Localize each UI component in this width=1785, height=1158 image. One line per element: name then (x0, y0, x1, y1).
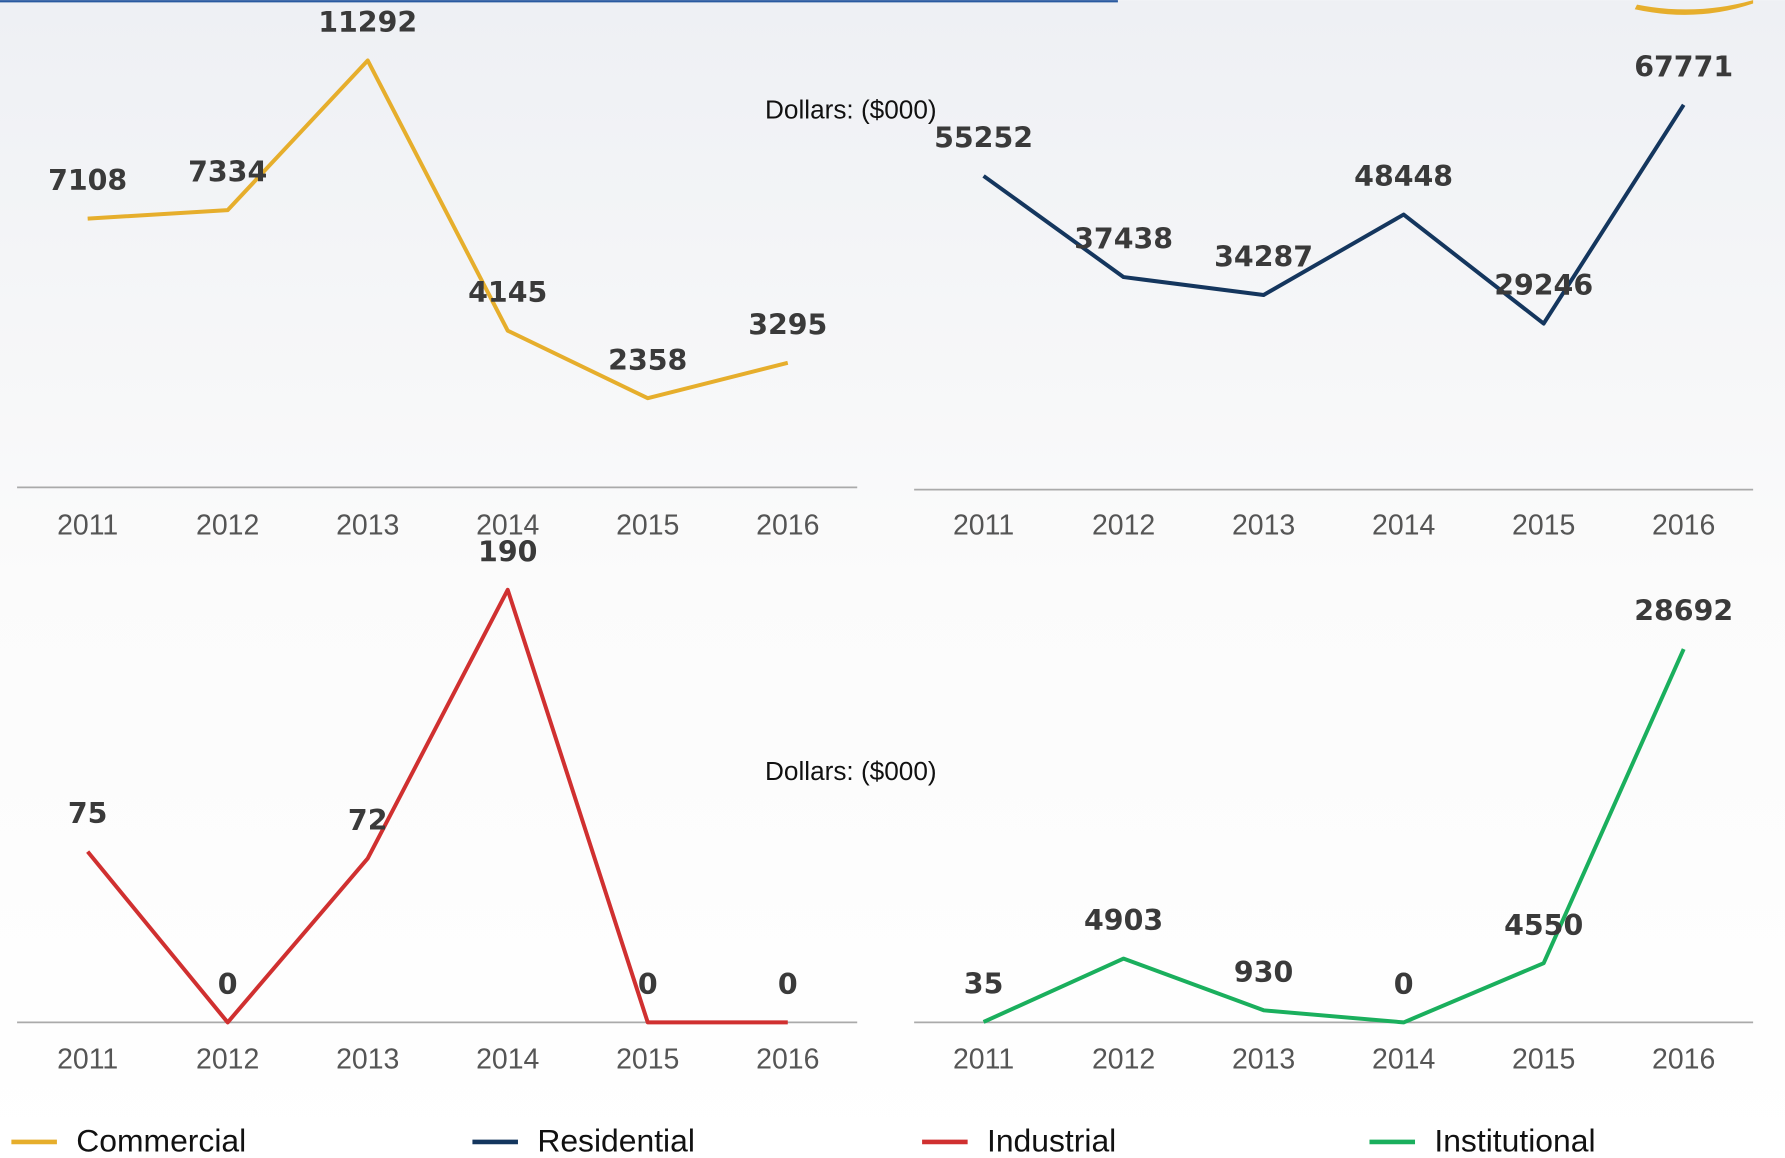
data-label: 0 (638, 968, 658, 1001)
data-label: 28692 (1634, 595, 1733, 628)
data-label: 34287 (1214, 241, 1313, 274)
data-label: 55252 (934, 122, 1033, 155)
x-tick-label: 2015 (616, 510, 679, 542)
data-label: 48448 (1354, 160, 1453, 193)
x-tick-label: 2013 (336, 510, 399, 542)
data-label: 4550 (1504, 909, 1583, 942)
data-label: 72 (348, 804, 388, 837)
x-tick-label: 2015 (1512, 1044, 1575, 1076)
data-label: 0 (218, 968, 238, 1001)
unit-label: Dollars: ($000) (765, 95, 937, 125)
data-label: 75 (68, 797, 108, 830)
unit-label: Dollars: ($000) (765, 756, 937, 786)
series-line (86, 587, 788, 1025)
x-tick-label: 2014 (1372, 1044, 1435, 1076)
x-tick-label: 2013 (1232, 510, 1295, 542)
x-tick-label: 2016 (756, 510, 819, 542)
data-label: 29246 (1494, 269, 1593, 302)
x-tick-label: 2013 (336, 1044, 399, 1076)
legend-label: Commercial (76, 1122, 246, 1158)
data-label: 7334 (188, 156, 267, 189)
legend-label: Institutional (1434, 1122, 1595, 1158)
data-label: 2358 (608, 344, 687, 377)
series-line (982, 648, 1686, 1025)
x-tick-label: 2014 (476, 1044, 539, 1076)
series-line (982, 103, 1686, 326)
logo-swoosh (1634, 0, 1754, 15)
x-tick-label: 2012 (1092, 1044, 1155, 1076)
data-label: 11292 (318, 6, 417, 39)
x-tick-label: 2013 (1232, 1044, 1295, 1076)
x-tick-label: 2012 (196, 510, 259, 542)
data-label: 7108 (48, 164, 127, 197)
data-label: 190 (478, 535, 537, 568)
x-tick-label: 2016 (756, 1044, 819, 1076)
x-tick-label: 2015 (1512, 510, 1575, 542)
x-tick-label: 2011 (953, 510, 1014, 542)
legend-label: Industrial (987, 1122, 1116, 1158)
series-line (87, 58, 789, 401)
data-label: 4903 (1084, 904, 1163, 937)
x-tick-label: 2011 (57, 1044, 118, 1076)
data-label: 0 (1394, 968, 1414, 1001)
x-tick-label: 2016 (1652, 1044, 1715, 1076)
x-tick-label: 2012 (1092, 510, 1155, 542)
data-label: 35 (964, 968, 1004, 1001)
x-tick-label: 2011 (953, 1044, 1014, 1076)
data-label: 0 (778, 968, 798, 1001)
x-tick-label: 2015 (616, 1044, 679, 1076)
legend-label: Residential (537, 1122, 695, 1158)
x-tick-label: 2012 (196, 1044, 259, 1076)
x-tick-label: 2016 (1652, 510, 1715, 542)
data-label: 4145 (468, 276, 547, 309)
data-label: 37438 (1074, 223, 1173, 256)
data-label: 3295 (748, 308, 827, 341)
x-tick-label: 2011 (57, 510, 118, 542)
data-label: 930 (1234, 956, 1293, 989)
data-label: 67771 (1634, 50, 1733, 83)
x-tick-label: 2014 (1372, 510, 1435, 542)
x-tick-label: 2014 (476, 510, 539, 542)
